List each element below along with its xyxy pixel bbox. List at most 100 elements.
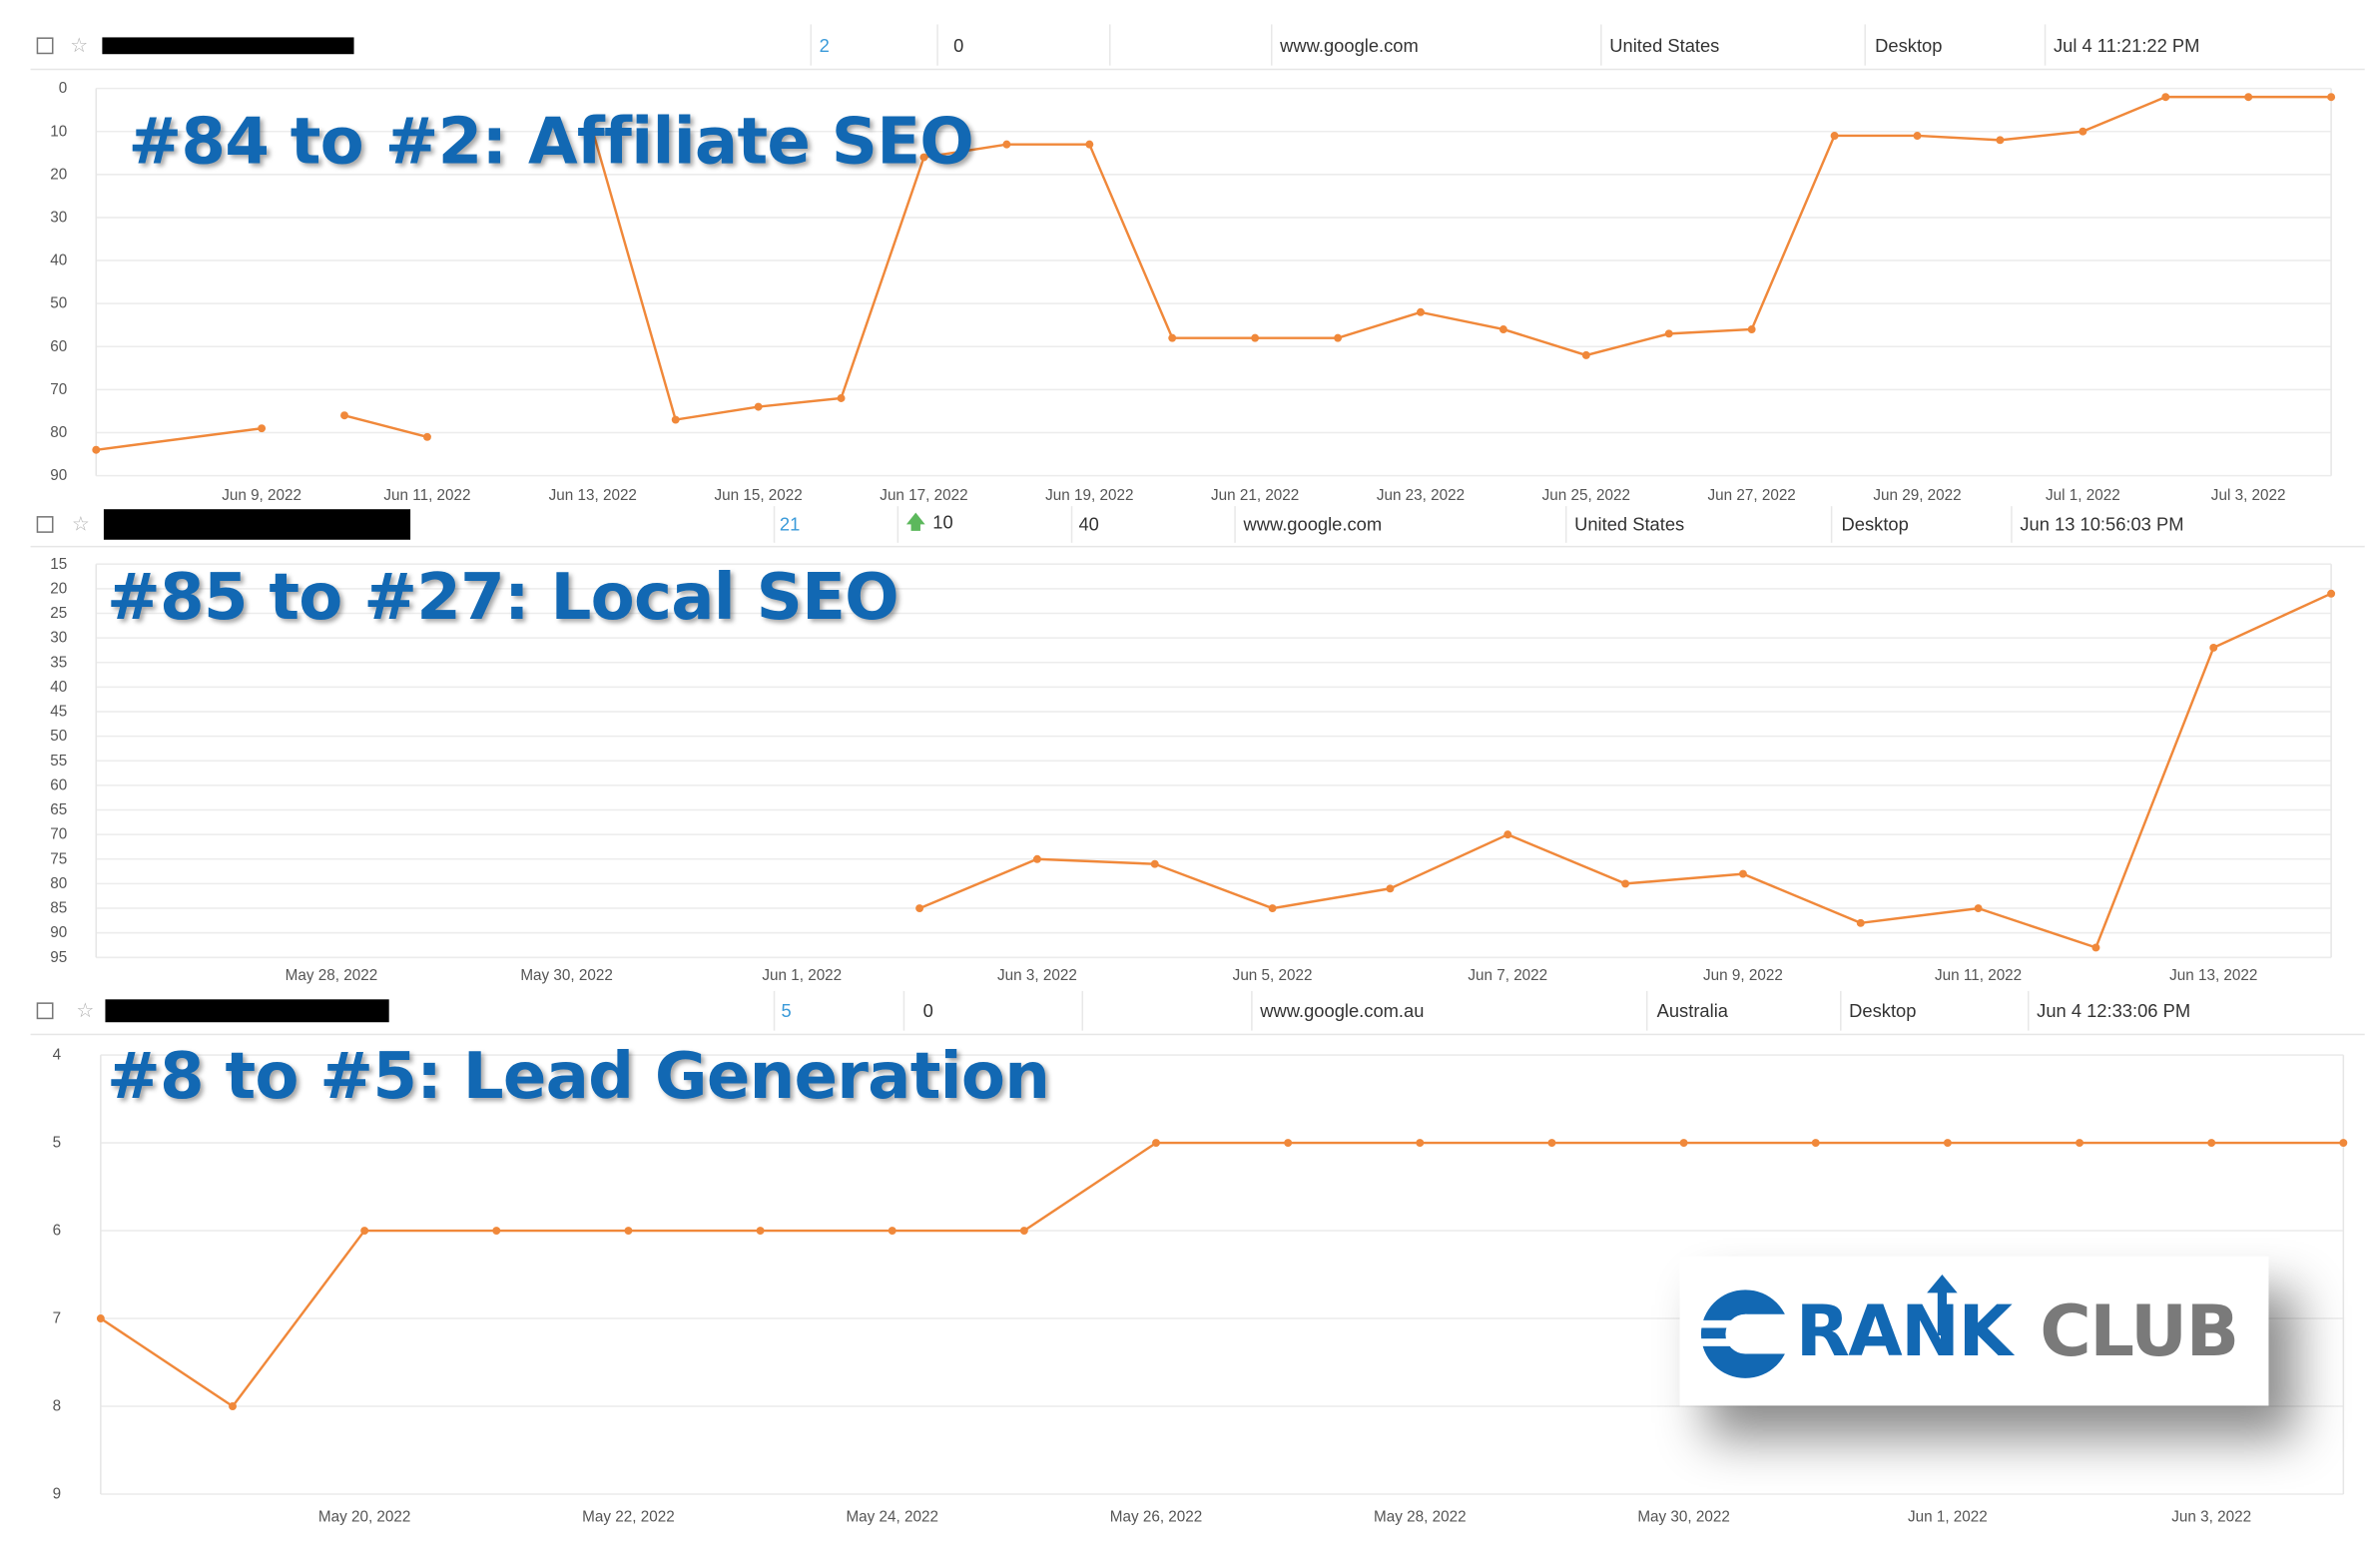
data-point[interactable] <box>1152 1139 1160 1148</box>
keyword-row-2[interactable]: ☆ 21 🡅 10 40 www.google.com United States… <box>30 503 2365 548</box>
y-tick-label: 40 <box>50 253 67 269</box>
data-point[interactable] <box>2161 93 2170 102</box>
row-checkbox[interactable] <box>36 36 54 54</box>
data-point[interactable] <box>1251 333 1260 342</box>
x-tick-label: Jun 17, 2022 <box>880 487 967 504</box>
data-point[interactable] <box>919 153 928 162</box>
data-point[interactable] <box>624 1227 633 1236</box>
data-point[interactable] <box>1996 136 2005 145</box>
arrow-up-icon <box>1927 1275 1958 1336</box>
data-point[interactable] <box>671 415 680 424</box>
data-point[interactable] <box>92 445 101 454</box>
data-point[interactable] <box>888 1227 896 1236</box>
x-tick-label: Jun 3, 2022 <box>997 967 1077 984</box>
data-point[interactable] <box>360 1227 369 1236</box>
star-icon[interactable]: ☆ <box>70 32 89 56</box>
stat-value: 40 <box>1078 513 1099 536</box>
y-tick-label: 6 <box>53 1223 62 1240</box>
x-tick-label: Jul 1, 2022 <box>2046 487 2120 504</box>
up-arrow-icon: 🡅 <box>905 511 925 533</box>
data-point[interactable] <box>915 904 924 913</box>
data-point[interactable] <box>1416 1139 1425 1148</box>
data-point[interactable] <box>2209 643 2218 652</box>
data-point[interactable] <box>1664 329 1673 338</box>
data-point[interactable] <box>422 432 431 441</box>
chart-local-seo: 15 20 25 30 35 40 45 50 55 60 65 70 75 80 85 90 95 May 28… <box>0 549 2349 991</box>
data-point[interactable] <box>2339 1139 2348 1148</box>
data-point[interactable] <box>1498 325 1507 333</box>
y-tick-label: 7 <box>53 1310 62 1327</box>
data-point[interactable] <box>1856 918 1865 927</box>
stat-value: 0 <box>922 1000 933 1022</box>
data-point[interactable] <box>1268 904 1277 913</box>
data-point[interactable] <box>1503 830 1512 839</box>
data-point[interactable] <box>96 1314 105 1323</box>
star-icon[interactable]: ☆ <box>76 998 95 1022</box>
data-point[interactable] <box>837 394 846 402</box>
data-point[interactable] <box>1002 140 1011 149</box>
data-point[interactable] <box>492 1227 501 1236</box>
data-point[interactable] <box>340 411 349 420</box>
data-point[interactable] <box>1168 333 1177 342</box>
data-point[interactable] <box>588 127 597 136</box>
x-tick-label: Jun 7, 2022 <box>1468 967 1547 984</box>
data-point[interactable] <box>1943 1139 1952 1148</box>
x-tick-label: May 30, 2022 <box>520 967 613 984</box>
y-tick-label: 65 <box>50 801 67 818</box>
data-point[interactable] <box>258 424 267 433</box>
data-point[interactable] <box>2091 943 2100 952</box>
data-point[interactable] <box>1738 869 1747 878</box>
data-point[interactable] <box>1334 333 1343 342</box>
keyword-row-1[interactable]: ☆ 2 0 www.google.com United States Deskt… <box>30 21 2365 71</box>
x-tick-label: Jun 1, 2022 <box>1908 1509 1988 1526</box>
data-point[interactable] <box>1547 1139 1556 1148</box>
row-checkbox[interactable] <box>36 1002 54 1020</box>
row-checkbox[interactable] <box>36 516 54 533</box>
data-point[interactable] <box>754 402 763 411</box>
data-point[interactable] <box>1386 884 1395 893</box>
stat-value: 0 <box>953 34 964 56</box>
data-point[interactable] <box>1284 1139 1293 1148</box>
data-point[interactable] <box>1830 132 1839 140</box>
y-tick-label: 50 <box>50 295 67 312</box>
data-point[interactable] <box>229 1402 237 1410</box>
data-point[interactable] <box>1811 1139 1820 1148</box>
data-point[interactable] <box>1621 879 1630 888</box>
annotation-affiliate-seo: #84 to #2: Affiliate SEO <box>128 103 974 179</box>
y-tick-label: 95 <box>50 949 67 966</box>
y-tick-label: 25 <box>50 605 67 622</box>
redacted-keyword <box>103 509 411 540</box>
data-point[interactable] <box>2327 589 2336 598</box>
data-point[interactable] <box>1747 325 1756 333</box>
data-point[interactable] <box>1913 132 1922 140</box>
data-point[interactable] <box>1150 859 1159 868</box>
y-tick-label: 20 <box>50 166 67 183</box>
x-tick-label: Jun 11, 2022 <box>383 487 470 504</box>
star-icon[interactable]: ☆ <box>71 512 90 536</box>
data-point[interactable] <box>1417 307 1425 316</box>
data-point[interactable] <box>2076 1139 2084 1148</box>
data-point[interactable] <box>2244 93 2253 102</box>
y-tick-label: 4 <box>53 1047 62 1064</box>
x-tick-label: Jun 13, 2022 <box>2169 967 2257 984</box>
data-point[interactable] <box>2327 93 2336 102</box>
data-point[interactable] <box>2207 1139 2216 1148</box>
data-point[interactable] <box>1085 140 1094 149</box>
rank-change-value[interactable]: 2 <box>819 34 830 56</box>
y-tick-label: 75 <box>50 850 67 867</box>
y-tick-label: 5 <box>53 1135 62 1152</box>
data-point[interactable] <box>1974 904 1983 913</box>
data-point[interactable] <box>1581 350 1590 359</box>
x-tick-label: May 26, 2022 <box>1110 1509 1203 1526</box>
data-point[interactable] <box>756 1227 765 1236</box>
data-point[interactable] <box>1032 854 1041 863</box>
rank-change-value[interactable]: 5 <box>781 1000 792 1022</box>
data-point[interactable] <box>1019 1227 1028 1236</box>
redacted-keyword <box>102 36 354 54</box>
data-point[interactable] <box>1679 1139 1688 1148</box>
data-point[interactable] <box>2079 127 2087 136</box>
keyword-row-3[interactable]: ☆ 5 0 www.google.com.au Australia Deskto… <box>30 988 2365 1036</box>
rank-change-value[interactable]: 21 <box>779 513 801 536</box>
series-line <box>96 427 263 451</box>
y-tick-label: 30 <box>50 630 67 647</box>
